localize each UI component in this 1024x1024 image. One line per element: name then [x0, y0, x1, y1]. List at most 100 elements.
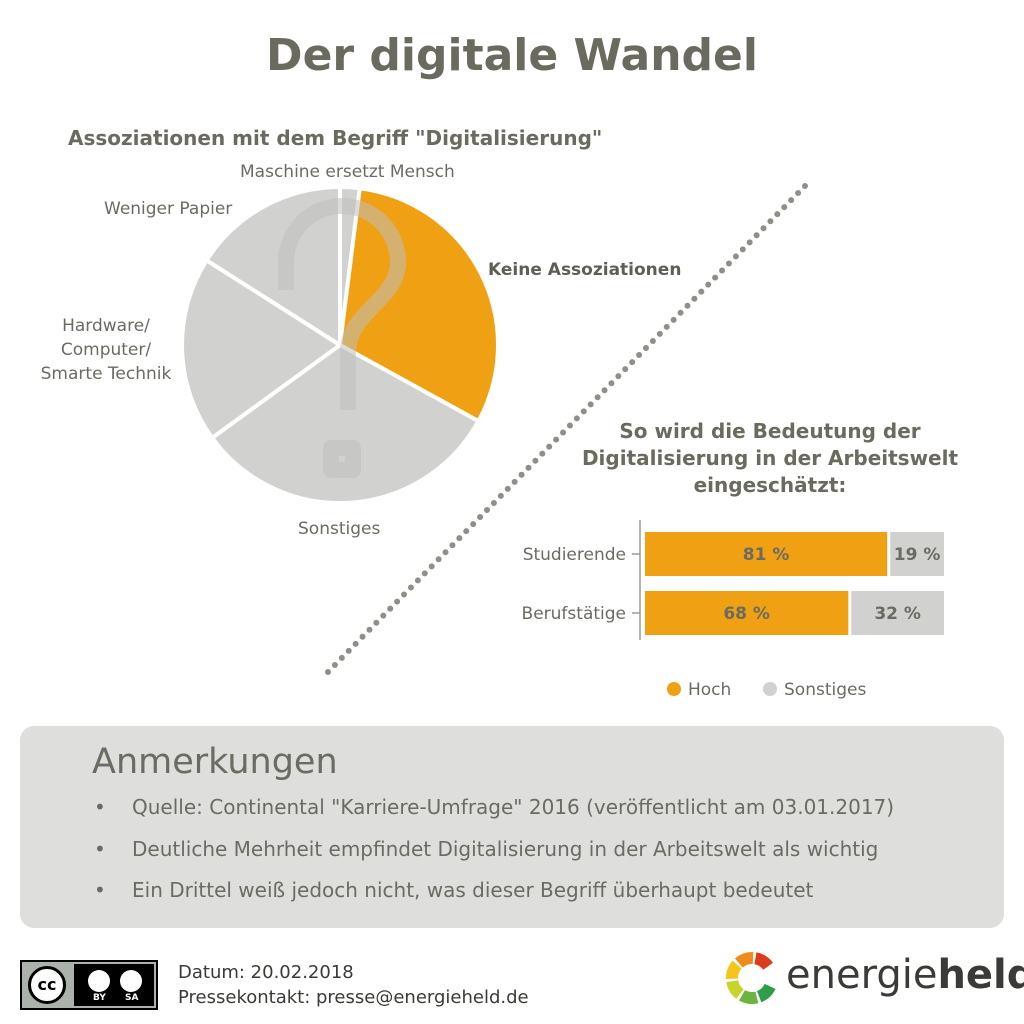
divider-dot	[705, 281, 712, 288]
divider-dot	[414, 577, 421, 584]
pie-label-hardware-line3: Smarte Technik	[40, 364, 172, 384]
divider-dot	[566, 422, 573, 429]
divider-dot	[781, 204, 788, 211]
divider-dot	[456, 535, 463, 542]
divider-dot	[601, 387, 608, 394]
note-item: • Quelle: Continental "Karriere-Umfrage" …	[94, 795, 894, 819]
cc-license-badge[interactable]: cc BY SA	[20, 960, 158, 1010]
divider-dot	[684, 302, 691, 309]
legend-marker-sonstiges	[763, 682, 777, 696]
notes-panel: Anmerkungen • Quelle: Continental "Karrie…	[20, 726, 1004, 928]
pie-label-hardware-line2: Computer/	[60, 340, 152, 360]
bar-title-line1: So wird die Bedeutung der	[619, 419, 921, 443]
divider-dot	[331, 661, 338, 668]
divider-dot	[504, 485, 511, 492]
energieheld-logo[interactable]: energieheld	[786, 952, 1024, 998]
bar-category-label: Studierende	[523, 545, 626, 565]
diagonal-dotted-divider	[325, 183, 808, 675]
divider-dot	[622, 366, 629, 373]
main-title: Der digitale Wandel	[266, 30, 758, 81]
bar-chart: Studierende 81 % 19 % Berufstätige 68 % 32 % H…	[522, 520, 944, 700]
bar-chart-title: So wird die Bedeutung der Digitalisierun…	[560, 418, 980, 499]
divider-dot	[325, 669, 331, 675]
divider-dot	[774, 211, 781, 218]
divider-dot	[719, 267, 726, 274]
energieheld-logo-icon	[726, 952, 776, 1004]
pie-slice-3	[180, 258, 342, 440]
divider-dot	[802, 183, 808, 189]
divider-dot	[760, 225, 767, 232]
divider-dot	[442, 549, 449, 556]
divider-dot	[698, 288, 705, 295]
logo-ring-segment	[726, 979, 744, 999]
bar-title-line3: eingeschätzt:	[693, 473, 847, 497]
divider-dot	[677, 309, 684, 316]
divider-dot	[539, 450, 546, 457]
divider-dot	[573, 415, 580, 422]
divider-dot	[587, 401, 594, 408]
divider-dot	[449, 542, 456, 549]
divider-dot	[490, 499, 497, 506]
divider-dot	[656, 330, 663, 337]
divider-dot	[580, 408, 587, 415]
divider-dot	[636, 352, 643, 359]
logo-ring-segment	[734, 952, 754, 968]
divider-dot	[435, 556, 442, 563]
divider-dot	[670, 316, 677, 323]
divider-dot	[649, 337, 656, 344]
divider-dot	[421, 570, 428, 577]
divider-dot	[767, 218, 774, 225]
bar-data-label: 32 %	[874, 604, 921, 624]
logo-ring-segment	[739, 989, 759, 1004]
divider-dot	[739, 246, 746, 253]
footer-contact: Pressekontakt: presse@energieheld.de	[178, 987, 529, 1008]
divider-dot	[497, 492, 504, 499]
pie-chart-title: Assoziationen mit dem Begriff "Digitalis…	[68, 126, 603, 150]
footer-date: Datum: 20.02.2018	[178, 962, 354, 983]
divider-dot	[387, 605, 394, 612]
divider-dot	[532, 457, 539, 464]
note-item: • Ein Drittel weiß jedoch nicht, was dies…	[94, 878, 813, 902]
divider-dot	[401, 591, 408, 598]
pie-label-keine-assoziationen: Keine Assoziationen	[488, 260, 682, 280]
divider-dot	[477, 514, 484, 521]
divider-dot	[608, 380, 615, 387]
divider-dot	[428, 563, 435, 570]
bullet-icon: •	[94, 837, 106, 861]
cc-icon: cc	[28, 966, 66, 1004]
question-mark-icon	[278, 198, 406, 478]
legend-marker-hoch	[667, 682, 681, 696]
bar-segment-hoch	[645, 591, 849, 635]
divider-dot	[338, 654, 345, 661]
logo-text-energie: energie	[786, 952, 938, 998]
pie-slice-2	[210, 343, 481, 505]
divider-dot	[394, 598, 401, 605]
divider-dot	[359, 633, 366, 640]
note-item: • Deutliche Mehrheit empfindet Digitalisi…	[94, 837, 878, 861]
divider-dot	[795, 190, 802, 197]
cc-by-label: BY	[93, 993, 106, 1003]
divider-dot	[691, 295, 698, 302]
bar-title-line2: Digitalisierung in der Arbeitswelt	[581, 446, 959, 470]
divider-dot	[594, 394, 601, 401]
divider-dot	[560, 429, 567, 436]
pie-label-weniger-papier: Weniger Papier	[104, 199, 233, 219]
divider-dot	[643, 345, 649, 351]
attribution-icon	[88, 970, 110, 992]
logo-ring-segment	[756, 983, 776, 1003]
divider-dot	[484, 507, 490, 513]
divider-dot	[373, 619, 380, 626]
divider-dot	[407, 584, 414, 591]
divider-dot	[615, 373, 622, 380]
pie-chart	[180, 183, 808, 675]
divider-dot	[788, 197, 795, 204]
note-text: Deutliche Mehrheit empfindet Digitalisie…	[132, 837, 879, 861]
divider-dot	[366, 626, 373, 633]
divider-dot	[553, 436, 560, 443]
bar-segment-sonstiges	[890, 532, 944, 576]
bar-data-label: 19 %	[894, 545, 941, 565]
divider-dot	[712, 274, 719, 281]
divider-dot	[732, 253, 739, 260]
divider-dot	[470, 521, 477, 528]
pie-label-sonstiges: Sonstiges	[298, 519, 381, 539]
